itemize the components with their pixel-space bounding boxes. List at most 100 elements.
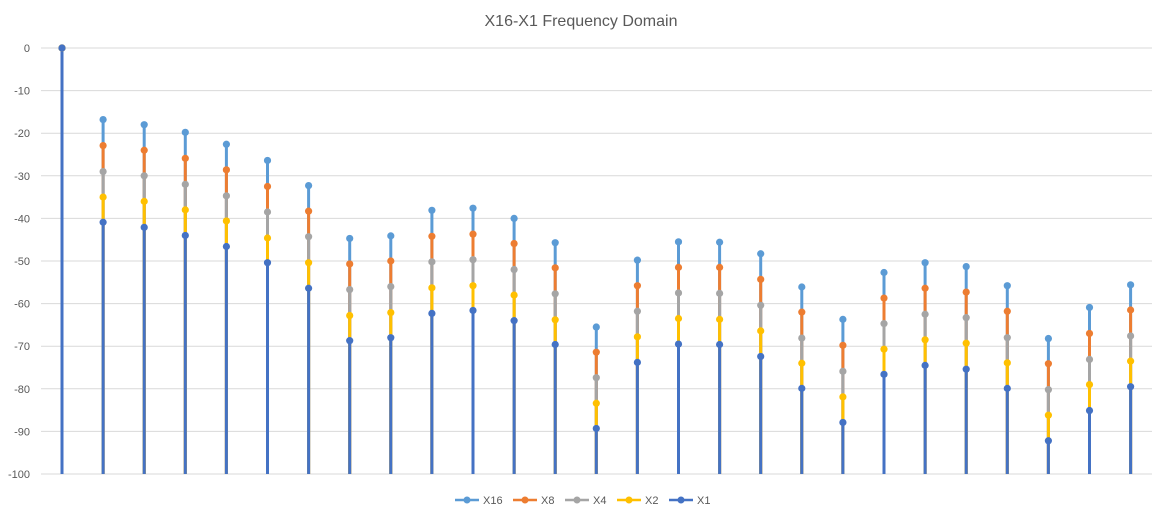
point-x1 xyxy=(263,259,272,267)
legend-marker xyxy=(521,496,529,504)
point-x16 xyxy=(551,239,559,247)
point-x16 xyxy=(469,204,477,212)
point-x16 xyxy=(387,232,395,240)
point-x16 xyxy=(962,262,970,271)
point-x1 xyxy=(469,306,477,315)
point-x4 xyxy=(674,289,683,297)
y-tick-label: -80 xyxy=(14,384,30,396)
point-x1 xyxy=(592,424,600,433)
point-x2 xyxy=(962,339,970,347)
point-x2 xyxy=(469,282,477,290)
point-x16 xyxy=(428,206,436,214)
point-x8 xyxy=(633,282,642,290)
legend-item-x8: X8 xyxy=(513,495,554,507)
y-tick-label: -30 xyxy=(14,171,30,183)
point-x8 xyxy=(140,146,148,154)
point-x1 xyxy=(222,242,230,251)
point-x8 xyxy=(428,232,436,240)
point-x8 xyxy=(305,207,313,215)
point-x1 xyxy=(839,418,847,427)
point-x2 xyxy=(1003,359,1011,367)
y-axis-tick-labels: 0 -10 -20 -30 -40 -50 -60 -70 -80 -90 -100 xyxy=(8,43,30,481)
legend-label: X8 xyxy=(541,495,554,507)
point-x2 xyxy=(140,197,148,205)
point-x8 xyxy=(346,260,354,268)
legend-marker xyxy=(625,496,633,504)
y-tick-label: -70 xyxy=(14,341,30,353)
point-x16 xyxy=(510,214,518,222)
legend-label: X2 xyxy=(645,495,658,507)
point-x4 xyxy=(263,208,272,216)
point-x8 xyxy=(469,230,477,238)
point-x4 xyxy=(99,167,107,176)
point-x16 xyxy=(140,121,148,129)
point-x4 xyxy=(880,320,888,328)
point-x1 xyxy=(58,44,66,52)
point-x8 xyxy=(263,182,272,191)
y-tick-label: 0 xyxy=(24,43,30,55)
point-x1 xyxy=(510,317,518,325)
point-x8 xyxy=(1003,307,1011,315)
point-x2 xyxy=(757,327,765,335)
legend-item-x2: X2 xyxy=(617,495,658,507)
point-x2 xyxy=(880,345,888,353)
point-x8 xyxy=(551,264,559,272)
point-x2 xyxy=(346,311,354,320)
point-x4 xyxy=(222,192,230,200)
point-x2 xyxy=(510,291,518,299)
y-tick-label: -90 xyxy=(14,426,30,438)
point-x4 xyxy=(387,282,395,291)
point-x1 xyxy=(387,334,395,342)
point-x16 xyxy=(263,156,272,165)
point-x4 xyxy=(551,290,559,298)
point-x2 xyxy=(716,315,724,323)
data-points xyxy=(58,44,1135,445)
point-x1 xyxy=(305,284,313,292)
point-x8 xyxy=(880,294,888,302)
point-x4 xyxy=(510,265,518,274)
y-tick-label: -60 xyxy=(14,299,30,311)
point-x2 xyxy=(181,206,189,214)
chart-title: X16-X1 Frequency Domain xyxy=(485,13,678,30)
point-x1 xyxy=(674,340,683,348)
point-x16 xyxy=(592,323,600,331)
point-x8 xyxy=(716,263,724,271)
point-x16 xyxy=(181,128,189,136)
point-x2 xyxy=(551,316,559,324)
legend-marker xyxy=(677,496,685,504)
point-x1 xyxy=(551,340,559,349)
point-x8 xyxy=(510,239,518,248)
point-x1 xyxy=(962,365,970,373)
point-x8 xyxy=(798,308,806,316)
point-x4 xyxy=(469,256,477,264)
point-x4 xyxy=(1003,334,1011,342)
point-x1 xyxy=(757,352,765,361)
point-x2 xyxy=(428,284,436,292)
point-x16 xyxy=(757,250,765,258)
point-x4 xyxy=(839,367,847,375)
point-x8 xyxy=(99,141,107,150)
point-x16 xyxy=(1127,281,1135,289)
point-x2 xyxy=(263,234,272,242)
point-x4 xyxy=(1044,386,1052,394)
point-x1 xyxy=(798,384,806,392)
y-tick-label: -100 xyxy=(8,469,30,481)
point-x16 xyxy=(99,115,107,124)
point-x2 xyxy=(592,399,600,407)
point-x16 xyxy=(305,181,313,190)
point-x8 xyxy=(1044,360,1052,368)
point-x16 xyxy=(222,140,230,148)
point-x16 xyxy=(880,268,888,277)
point-x16 xyxy=(674,238,683,246)
point-x16 xyxy=(633,256,642,264)
y-tick-label: -40 xyxy=(14,213,30,225)
point-x1 xyxy=(99,218,107,226)
y-tick-label: -10 xyxy=(14,86,30,98)
point-x16 xyxy=(1044,334,1052,343)
point-x8 xyxy=(222,166,230,174)
point-x4 xyxy=(1085,355,1094,364)
point-x1 xyxy=(716,340,724,349)
point-x4 xyxy=(1127,332,1135,340)
legend-label: X1 xyxy=(697,495,710,507)
point-x8 xyxy=(592,348,600,356)
